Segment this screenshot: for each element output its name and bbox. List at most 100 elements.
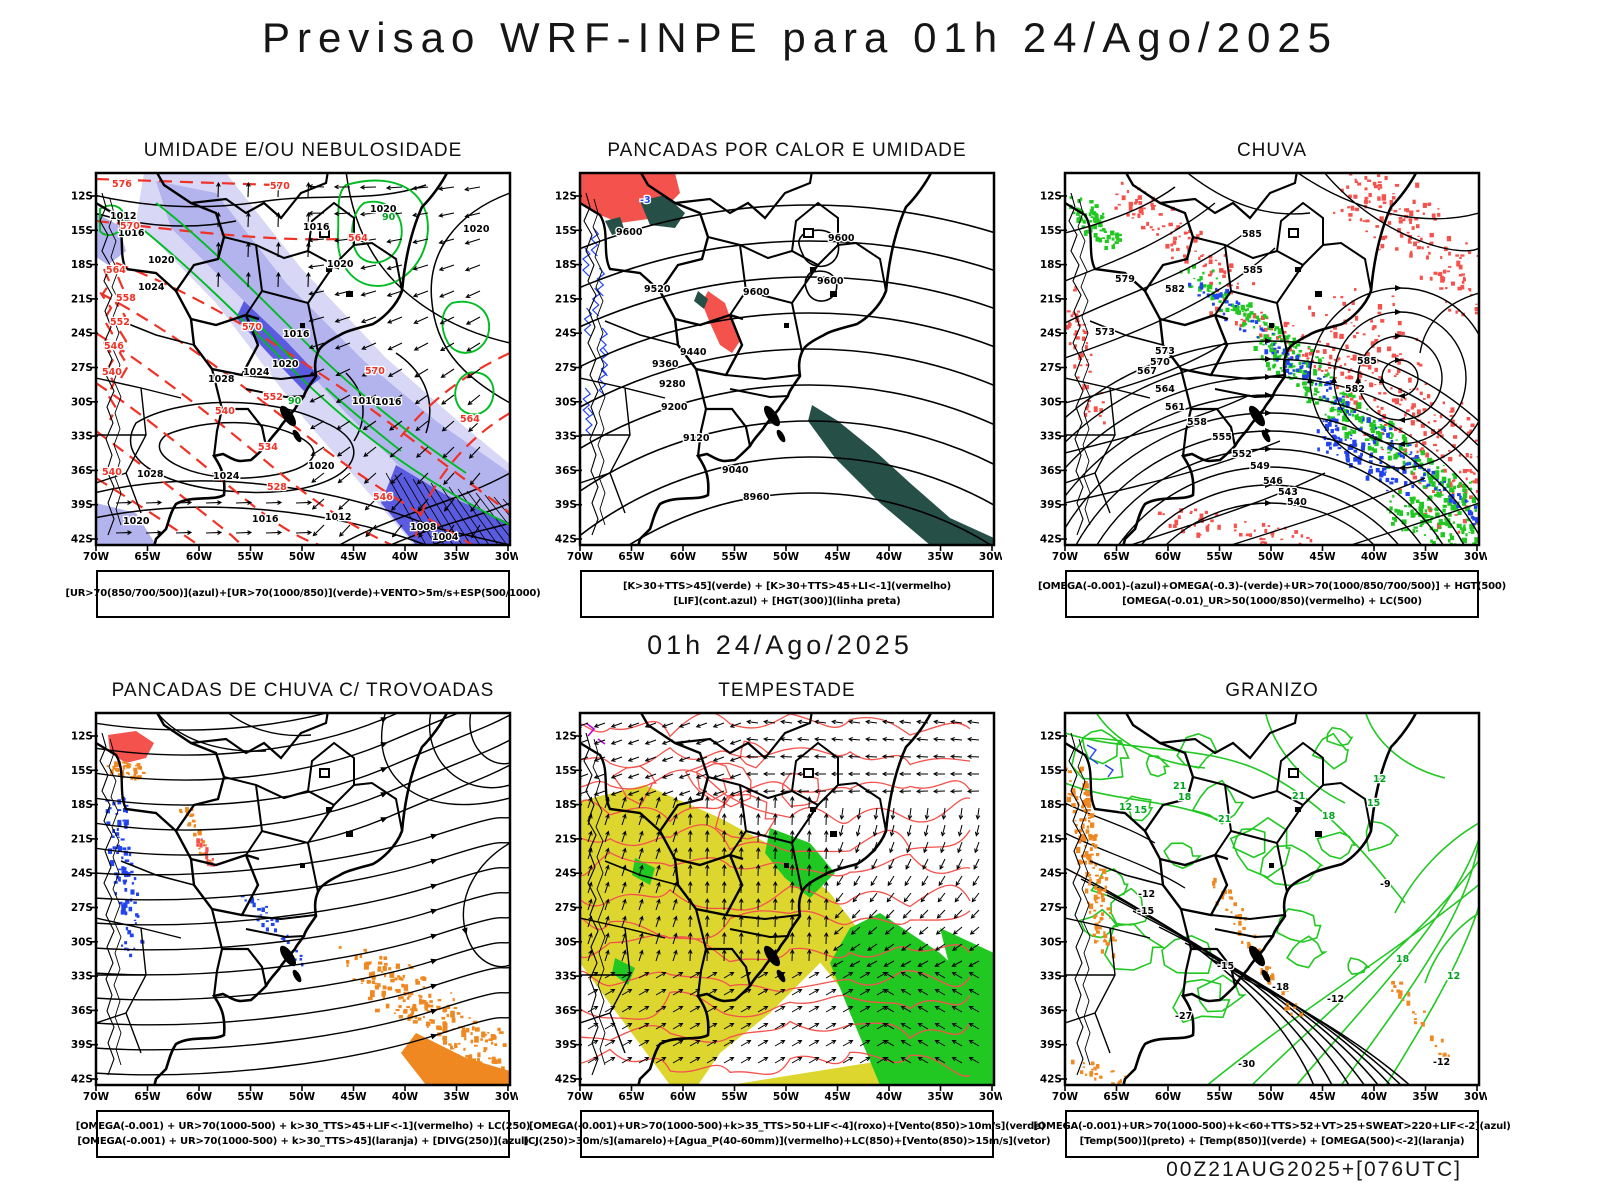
svg-text:50W: 50W <box>1258 1091 1285 1103</box>
svg-text:33S: 33S <box>1040 431 1062 443</box>
svg-text:567: 567 <box>1137 366 1157 377</box>
svg-text:1024: 1024 <box>213 471 240 482</box>
svg-text:1028: 1028 <box>208 374 235 385</box>
svg-text:9600: 9600 <box>616 227 643 238</box>
svg-text:33S: 33S <box>71 431 93 443</box>
svg-text:50W: 50W <box>773 551 800 563</box>
svg-text:21: 21 <box>1173 781 1186 792</box>
svg-text:18S: 18S <box>71 799 93 811</box>
svg-text:42S: 42S <box>71 1074 93 1086</box>
svg-text:558: 558 <box>1187 417 1207 428</box>
svg-text:70W: 70W <box>83 551 110 563</box>
panel-title: UMIDADE E/OU NEBULOSIDADE <box>143 140 463 161</box>
svg-text:55W: 55W <box>1206 1091 1233 1103</box>
svg-text:570: 570 <box>120 221 140 232</box>
panel-umidade: UMIDADE E/OU NEBULOSIDADE 12S 15S 18S 21S 24… <box>58 140 541 618</box>
svg-text:70W: 70W <box>1052 1091 1079 1103</box>
svg-text:24S: 24S <box>555 328 577 340</box>
svg-text:1024: 1024 <box>243 367 270 378</box>
svg-text:552: 552 <box>1232 449 1252 460</box>
legend-box: [OMEGA(-0.001) + UR>70(1000-500) + k>30_… <box>76 1110 530 1158</box>
svg-text:-15: -15 <box>1217 961 1234 972</box>
contour-labels: 5855855825795735735705675645615585555525… <box>1094 228 1378 510</box>
svg-text:27S: 27S <box>71 902 93 914</box>
svg-text:65W: 65W <box>618 551 645 563</box>
legend-line: [Temp(500)](preto) + [Temp(850)](verde) … <box>1079 1136 1465 1147</box>
svg-text:42S: 42S <box>555 534 577 546</box>
svg-text:42S: 42S <box>1040 1074 1062 1086</box>
svg-text:549: 549 <box>1250 461 1270 472</box>
svg-text:35W: 35W <box>1412 1091 1439 1103</box>
svg-text:-9: -9 <box>1380 879 1391 890</box>
svg-text:1020: 1020 <box>308 461 335 472</box>
svg-text:36S: 36S <box>71 465 93 477</box>
svg-text:12: 12 <box>1373 774 1386 785</box>
svg-text:55W: 55W <box>721 551 748 563</box>
svg-text:39S: 39S <box>555 499 577 511</box>
svg-text:35W: 35W <box>927 551 954 563</box>
legend-line: [OMEGA(-0.001)+UR>70(1000-500)+k>35_TTS>… <box>528 1120 1046 1132</box>
svg-text:15S: 15S <box>555 225 577 237</box>
svg-text:30S: 30S <box>71 936 93 948</box>
legend-box: [OMEGA(-0.001)+UR>70(1000-500)+k>35_TTS>… <box>524 1110 1051 1158</box>
contour-labels: 2118151221211812151812-12-15-15-18-12-27… <box>1118 773 1462 1072</box>
svg-text:1004: 1004 <box>432 532 459 543</box>
svg-text:8960: 8960 <box>743 492 770 503</box>
panel-pancadas-calor: PANCADAS POR CALOR E UMIDADE 12S 15S 18S 21… <box>542 140 1002 618</box>
svg-text:540: 540 <box>102 467 122 478</box>
svg-text:30W: 30W <box>979 1091 1002 1103</box>
legend-line: [UR>70(850/700/500)](azul)+[UR>70(1000/8… <box>65 588 541 600</box>
svg-text:60W: 60W <box>1155 551 1182 563</box>
svg-text:1020: 1020 <box>272 359 299 370</box>
legend-line: [OMEGA(-0.01)_UR>50(1000/850)(vermelho) … <box>1122 596 1422 607</box>
svg-text:39S: 39S <box>1040 1039 1062 1051</box>
legend-box: [OMEGA(-0.001)-(azul)+OMEGA(-0.3)-(verde… <box>1038 570 1506 618</box>
svg-text:561: 561 <box>1165 402 1185 413</box>
page-title: Previsao WRF-INPE para 01h 24/Ago/2025 <box>261 14 1339 61</box>
svg-text:-15: -15 <box>1137 906 1154 917</box>
legend-line: [OMEGA(-0.001)+UR>70(1000-500)+k<60+TTS>… <box>1033 1120 1511 1132</box>
svg-text:18S: 18S <box>555 259 577 271</box>
svg-text:12S: 12S <box>71 731 93 743</box>
svg-text:21S: 21S <box>555 833 577 845</box>
svg-text:564: 564 <box>348 233 368 244</box>
svg-text:50W: 50W <box>289 1091 316 1103</box>
svg-text:33S: 33S <box>71 971 93 983</box>
weather-map-trovoadas: 12S 15S 18S 21S 24S 27S 30S 33S 36S 39S 42S 70W 65W 6… <box>71 711 518 1103</box>
svg-text:24S: 24S <box>555 868 577 880</box>
svg-text:1016: 1016 <box>283 329 310 340</box>
svg-text:35W: 35W <box>1412 551 1439 563</box>
svg-text:60W: 60W <box>1155 1091 1182 1103</box>
panel-title: PANCADAS DE CHUVA C/ TROVOADAS <box>111 680 495 701</box>
weather-map-chuva: 12S 15S 18S 21S 24S 27S 30S 33S 36S 39S 42S 70W 65W 6… <box>1040 171 1487 563</box>
svg-text:9600: 9600 <box>828 233 855 244</box>
svg-text:1020: 1020 <box>463 224 490 235</box>
svg-text:18: 18 <box>1396 954 1410 965</box>
svg-text:18: 18 <box>1322 811 1336 822</box>
svg-text:546: 546 <box>1263 476 1283 487</box>
svg-text:15S: 15S <box>71 765 93 777</box>
svg-text:15: 15 <box>1367 798 1380 809</box>
svg-text:1016: 1016 <box>303 222 330 233</box>
svg-text:35W: 35W <box>443 1091 470 1103</box>
svg-text:585: 585 <box>1357 356 1377 367</box>
svg-text:546: 546 <box>104 341 124 352</box>
svg-text:552: 552 <box>110 317 130 328</box>
svg-text:534: 534 <box>258 442 278 453</box>
svg-text:60W: 60W <box>670 551 697 563</box>
svg-text:-30: -30 <box>1238 1059 1256 1070</box>
svg-text:27S: 27S <box>71 362 93 374</box>
svg-text:564: 564 <box>1155 384 1175 395</box>
svg-text:18S: 18S <box>1040 259 1062 271</box>
svg-text:1024: 1024 <box>138 282 165 293</box>
svg-text:579: 579 <box>1115 274 1135 285</box>
svg-text:9520: 9520 <box>644 284 671 295</box>
svg-text:15S: 15S <box>1040 225 1062 237</box>
svg-text:-12: -12 <box>1433 1057 1450 1068</box>
svg-text:-18: -18 <box>1272 982 1290 993</box>
svg-text:90: 90 <box>288 396 302 407</box>
svg-text:12S: 12S <box>1040 191 1062 203</box>
svg-text:65W: 65W <box>134 1091 161 1103</box>
svg-text:15S: 15S <box>1040 765 1062 777</box>
